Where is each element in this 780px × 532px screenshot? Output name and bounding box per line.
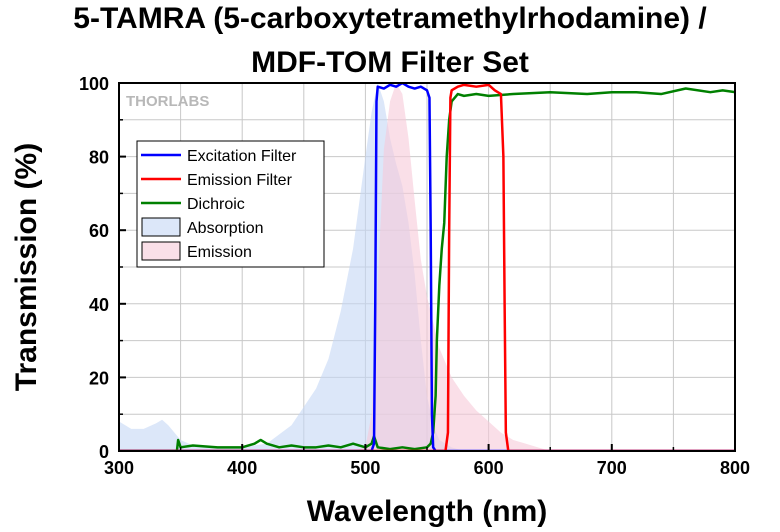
x-tick-label: 800: [720, 458, 750, 478]
series-area-emission: [353, 83, 551, 451]
legend-label: Emission Filter: [187, 172, 293, 189]
x-tick-label: 400: [227, 458, 257, 478]
x-tick-label: 600: [474, 458, 504, 478]
y-tick-label: 100: [79, 74, 109, 94]
x-axis-label: Wavelength (nm): [307, 495, 548, 528]
x-tick-label: 500: [350, 458, 380, 478]
chart-title-line-2: MDF-TOM Filter Set: [251, 46, 529, 79]
legend-label: Absorption: [187, 220, 264, 237]
axis-ticks: 300 400 500 600 700 800 0 20 40 60 80 100: [79, 74, 750, 478]
y-tick-label: 40: [89, 295, 109, 315]
y-tick-label: 60: [89, 221, 109, 241]
legend-swatch: [141, 217, 181, 237]
chart-title-line-1: 5-TAMRA (5-carboxytetramethylrhodamine) …: [73, 2, 707, 35]
legend-label: Excitation Filter: [187, 148, 297, 165]
legend-label: Emission: [187, 244, 252, 261]
y-axis-label: Transmission (%): [10, 143, 43, 391]
y-tick-label: 0: [99, 442, 109, 462]
legend-swatch: [141, 241, 181, 261]
legend-label: Dichroic: [187, 196, 245, 213]
y-tick-label: 20: [89, 368, 109, 388]
thorlabs-watermark: THORLABS: [126, 93, 209, 110]
y-tick-label: 80: [89, 148, 109, 168]
x-tick-label: 300: [104, 458, 134, 478]
series-line-emission-filter: [119, 83, 735, 451]
legend: Excitation Filter Emission Filter Dichroic…: [136, 140, 325, 268]
x-tick-label: 700: [597, 458, 627, 478]
spectra-areas: [119, 83, 551, 451]
series-line-excitation-filter: [119, 83, 735, 451]
